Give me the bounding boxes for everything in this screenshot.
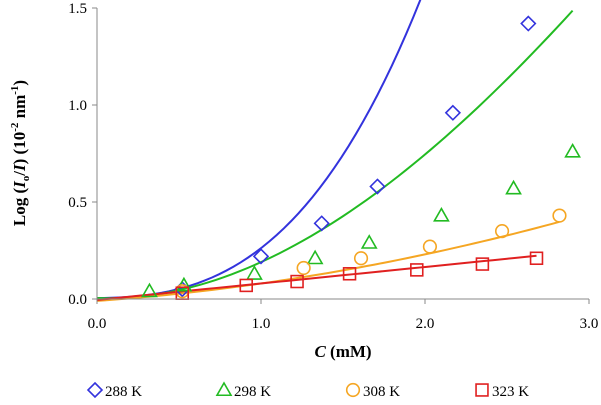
legend: 288 K 298 K 308 K 323 K xyxy=(86,381,529,400)
legend-marker-298-K xyxy=(215,381,233,397)
data-point-298-K xyxy=(433,206,450,222)
data-point-288-K xyxy=(313,215,330,232)
y-axis-title: Log (Io/I) (10-2 nm-1) xyxy=(9,80,32,226)
data-point-298-K xyxy=(246,265,263,280)
legend-label: 323 K xyxy=(492,384,529,400)
data-point-308-K xyxy=(422,239,438,254)
data-point-308-K xyxy=(353,251,369,266)
data-point-288-K xyxy=(369,178,386,195)
legend-label: 288 K xyxy=(105,384,142,400)
data-point-298-K xyxy=(564,142,581,158)
data-point-308-K xyxy=(296,260,311,276)
data-point-323-K xyxy=(239,278,253,293)
x-tick-label: 2.0 xyxy=(416,316,435,332)
x-tick-label: 3.0 xyxy=(580,316,599,332)
legend-marker-308-K xyxy=(345,382,361,398)
data-point-308-K xyxy=(552,208,567,223)
data-point-298-K xyxy=(306,249,324,265)
fit-line-323-K xyxy=(96,254,537,301)
data-point-288-K xyxy=(444,104,462,121)
data-point-323-K xyxy=(475,257,490,271)
y-tick-label: 1.0 xyxy=(68,98,87,114)
data-point-298-K xyxy=(141,282,158,298)
data-point-323-K xyxy=(410,263,424,277)
x-ticks: 0.0 1.0 2.0 3.0 xyxy=(88,299,599,332)
legend-marker-323-K xyxy=(475,383,489,397)
x-tick-label: 0.0 xyxy=(88,316,107,332)
legend-label: 308 K xyxy=(363,384,400,400)
data-point-298-K xyxy=(360,234,378,249)
data-point-323-K xyxy=(529,251,544,266)
legend-label: 298 K xyxy=(234,384,271,400)
legend-marker-288-K xyxy=(86,381,104,399)
data-point-323-K xyxy=(290,274,304,289)
x-axis-title: C (mM) xyxy=(314,342,371,361)
axes xyxy=(96,8,589,300)
data-point-288-K xyxy=(252,248,270,265)
x-tick-label: 1.0 xyxy=(252,316,271,332)
y-tick-label: 0.5 xyxy=(68,195,87,211)
data-markers xyxy=(141,15,581,300)
data-point-298-K xyxy=(505,179,522,195)
fit-line-308-K xyxy=(96,220,560,302)
data-point-323-K xyxy=(342,267,357,281)
data-point-288-K xyxy=(520,15,537,32)
y-tick-label: 0.0 xyxy=(68,292,87,308)
y-ticks: 0.0 0.5 1.0 1.5 xyxy=(68,1,97,308)
data-point-308-K xyxy=(494,224,510,239)
y-tick-label: 1.5 xyxy=(68,1,87,17)
